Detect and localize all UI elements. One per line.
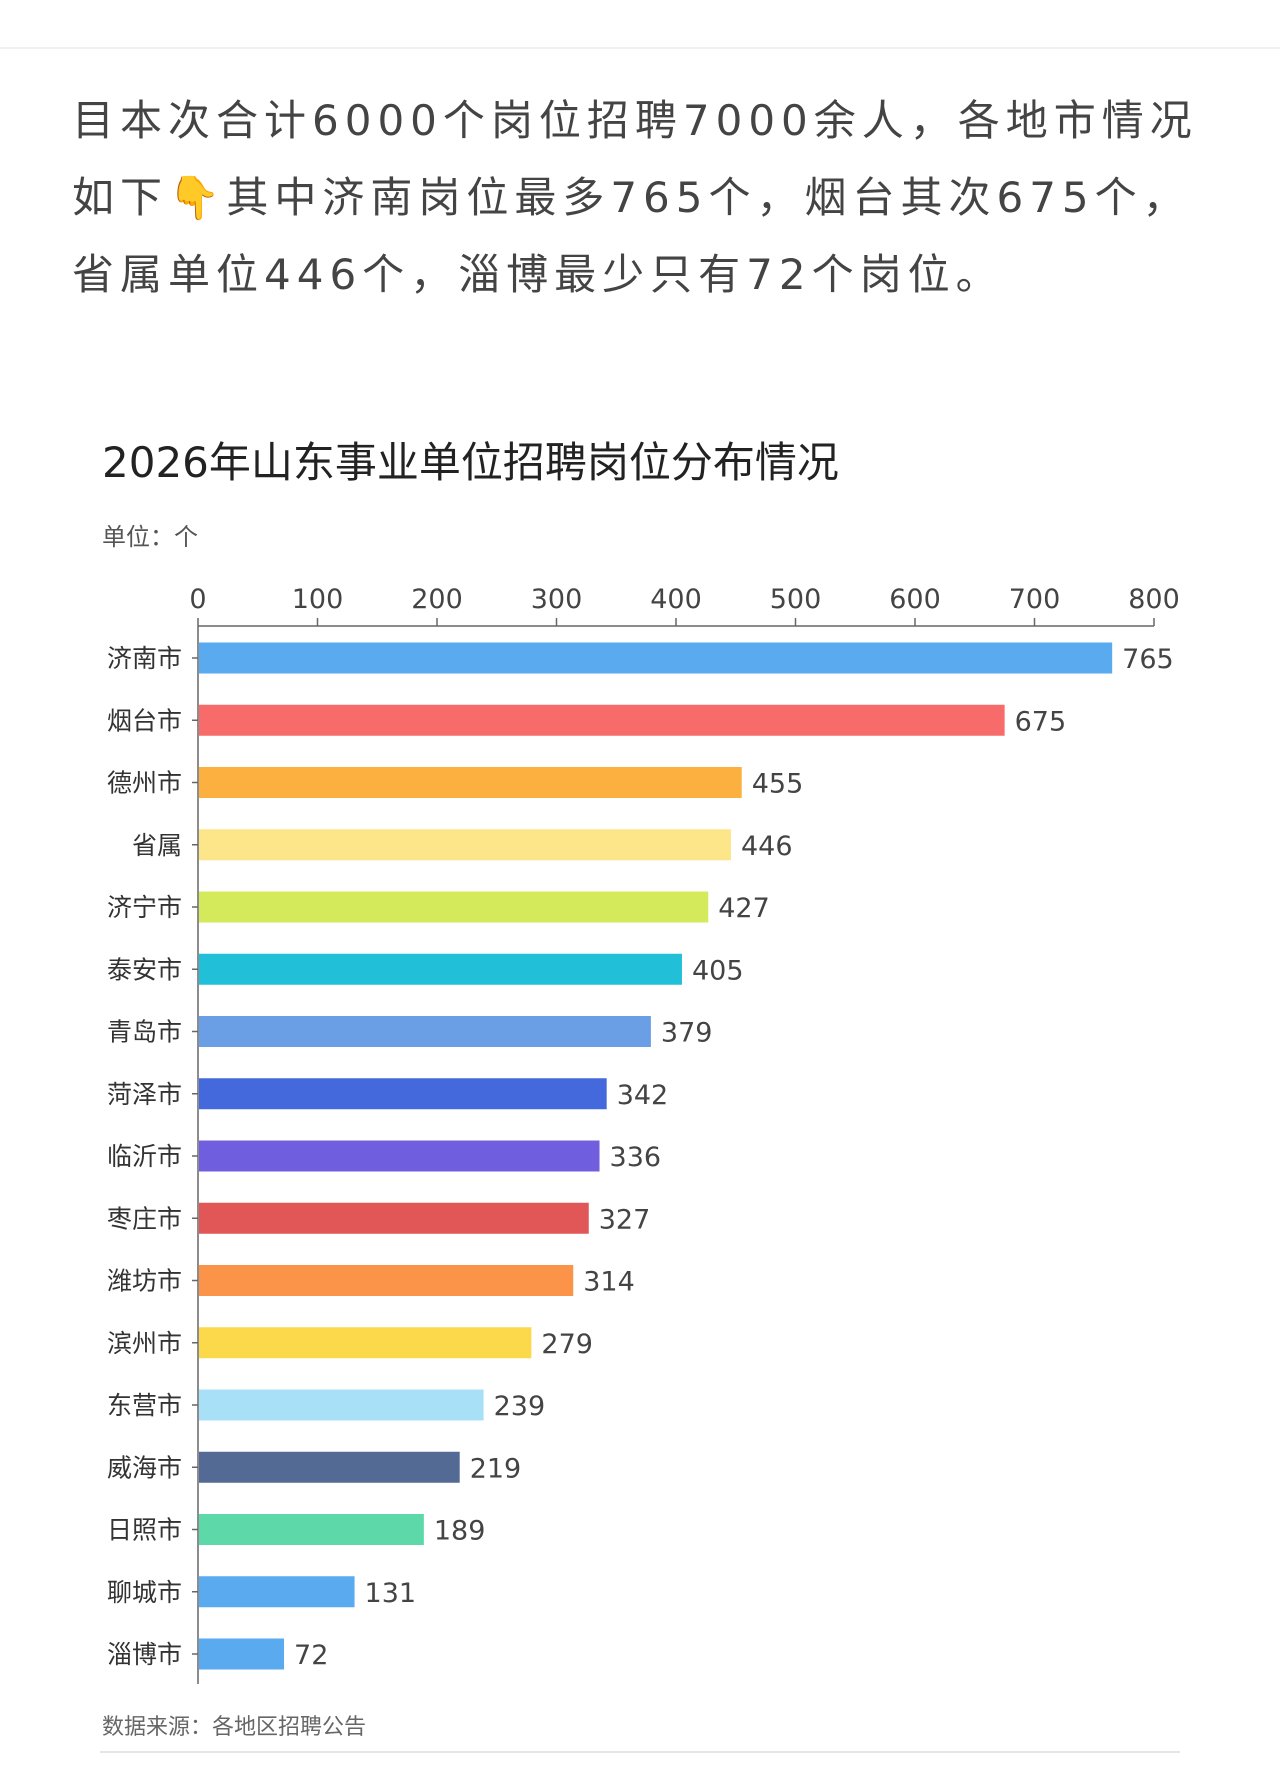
category-label: 泰安市 — [107, 955, 182, 984]
bar — [199, 1327, 532, 1359]
category-label: 聊城市 — [107, 1578, 182, 1607]
footer-divider — [100, 1751, 1180, 1753]
category-label: 青岛市 — [107, 1018, 182, 1047]
x-tick-label: 500 — [770, 584, 822, 615]
data-label: 239 — [494, 1391, 546, 1422]
x-tick-label: 700 — [1009, 584, 1061, 615]
data-label: 455 — [752, 769, 804, 800]
chart-title: 2026年山东事业单位招聘岗位分布情况 — [102, 438, 839, 487]
data-label: 131 — [365, 1578, 417, 1609]
bar — [199, 1202, 589, 1234]
x-tick-label: 200 — [411, 584, 463, 615]
data-label: 279 — [541, 1329, 593, 1360]
data-label: 189 — [434, 1516, 486, 1547]
x-tick-label: 600 — [889, 584, 941, 615]
category-label: 烟台市 — [107, 706, 182, 735]
data-label: 219 — [470, 1453, 522, 1484]
category-label: 临沂市 — [107, 1142, 182, 1171]
data-label: 314 — [583, 1267, 635, 1298]
data-label: 327 — [599, 1204, 651, 1235]
category-label: 滨州市 — [107, 1329, 182, 1358]
bar — [199, 891, 709, 923]
data-label: 72 — [294, 1640, 328, 1671]
bar — [199, 953, 682, 985]
bar — [199, 1016, 651, 1047]
bar — [199, 767, 742, 798]
x-tick-label: 800 — [1128, 584, 1180, 615]
x-tick-label: 100 — [292, 584, 344, 615]
data-label: 427 — [718, 893, 770, 924]
post-text-part2: 其中济南岗位最多765个，烟台其次675个，省属单位446个，淄博最少只有72个… — [72, 173, 1191, 299]
bar — [199, 1389, 484, 1421]
post-text-part1: 目本次合计6000个岗位招聘7000余人，各地市情况如下 — [72, 96, 1198, 222]
bar — [199, 1576, 355, 1608]
category-label: 济南市 — [107, 644, 182, 673]
data-label: 446 — [741, 831, 793, 862]
top-divider — [0, 47, 1280, 49]
bar — [199, 642, 1113, 674]
bar — [199, 704, 1005, 736]
unit-label: 单位：个 — [102, 523, 198, 551]
x-tick-label: 300 — [531, 584, 583, 615]
data-label: 405 — [692, 955, 744, 986]
data-label: 765 — [1122, 644, 1174, 675]
post-text: 目本次合计6000个岗位招聘7000余人，各地市情况如下👇其中济南岗位最多765… — [72, 82, 1212, 313]
category-label: 潍坊市 — [107, 1267, 182, 1296]
data-label: 342 — [617, 1080, 669, 1111]
bar — [199, 1078, 607, 1110]
data-label: 379 — [661, 1018, 713, 1049]
bar — [199, 1514, 424, 1545]
category-label: 省属 — [132, 831, 182, 860]
category-label: 菏泽市 — [107, 1080, 182, 1109]
category-label: 枣庄市 — [107, 1204, 182, 1233]
category-label: 德州市 — [107, 769, 182, 798]
data-label: 675 — [1015, 706, 1067, 737]
category-label: 威海市 — [107, 1453, 182, 1482]
category-label: 淄博市 — [107, 1640, 182, 1669]
pointing-down-emoji: 👇 — [168, 173, 227, 222]
x-tick-label: 400 — [650, 584, 702, 615]
bar — [199, 1140, 600, 1172]
bar — [199, 1451, 460, 1483]
x-tick-label: 0 — [189, 584, 206, 615]
category-label: 济宁市 — [107, 893, 182, 922]
source-note: 数据来源：各地区招聘公告 — [102, 1715, 366, 1740]
bar — [199, 1638, 285, 1670]
data-label: 336 — [610, 1142, 662, 1173]
bar — [199, 1265, 574, 1296]
bar — [199, 829, 731, 861]
category-label: 东营市 — [107, 1391, 182, 1420]
category-label: 日照市 — [107, 1516, 182, 1545]
